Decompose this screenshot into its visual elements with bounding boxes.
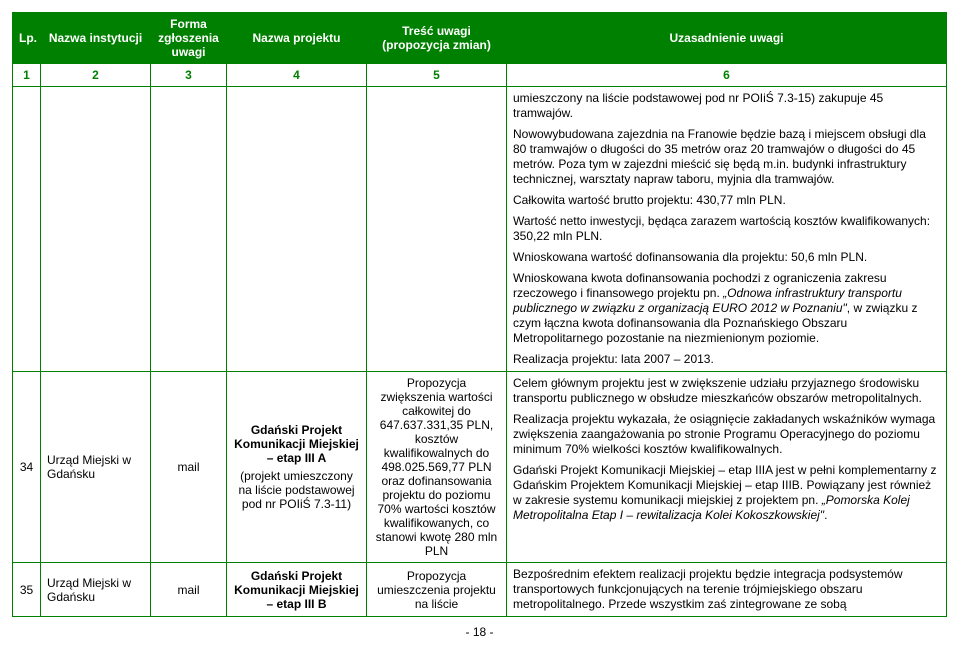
cell-uzas-34: Celem głównym projektu jest w zwiększeni… bbox=[507, 372, 947, 563]
colnum-3: 3 bbox=[151, 64, 227, 87]
uzas-text: Realizacja projektu wykazała, że osiągni… bbox=[513, 412, 940, 457]
comments-table: Lp. Nazwa instytucji Forma zgłoszenia uw… bbox=[12, 12, 947, 617]
uzas-text: Realizacja projektu: lata 2007 – 2013. bbox=[513, 352, 940, 367]
header-tresc: Treść uwagi (propozycja zmian) bbox=[367, 13, 507, 64]
colnum-6: 6 bbox=[507, 64, 947, 87]
colnum-5: 5 bbox=[367, 64, 507, 87]
table-header-row: Lp. Nazwa instytucji Forma zgłoszenia uw… bbox=[13, 13, 947, 64]
cell-forma-34: mail bbox=[151, 372, 227, 563]
cell-forma-35: mail bbox=[151, 563, 227, 617]
header-lp: Lp. bbox=[13, 13, 41, 64]
uzas-text: Całkowita wartość brutto projektu: 430,7… bbox=[513, 193, 940, 208]
cell-tresc-35: Propozycja umieszczenia projektu na liśc… bbox=[367, 563, 507, 617]
cell-lp-35: 35 bbox=[13, 563, 41, 617]
uzas-text: umieszczony na liście podstawowej pod nr… bbox=[513, 91, 940, 121]
cell-tresc-34: Propozycja zwiększenia wartości całkowit… bbox=[367, 372, 507, 563]
cell-forma-empty bbox=[151, 87, 227, 372]
header-forma: Forma zgłoszenia uwagi bbox=[151, 13, 227, 64]
projekt-title: Gdański Projekt Komunikacji Miejskiej – … bbox=[233, 423, 360, 465]
uzas-text: Wnioskowana kwota dofinansowania pochodz… bbox=[513, 271, 940, 346]
table-row-continuation: umieszczony na liście podstawowej pod nr… bbox=[13, 87, 947, 372]
cell-tresc-empty bbox=[367, 87, 507, 372]
cell-projekt-empty bbox=[227, 87, 367, 372]
header-uzasadnienie: Uzasadnienie uwagi bbox=[507, 13, 947, 64]
cell-lp-empty bbox=[13, 87, 41, 372]
uzas-text: Bezpośrednim efektem realizacji projektu… bbox=[513, 567, 940, 612]
cell-lp-34: 34 bbox=[13, 372, 41, 563]
cell-inst-34: Urząd Miejski w Gdańsku bbox=[41, 372, 151, 563]
uzas-text: Celem głównym projektu jest w zwiększeni… bbox=[513, 376, 940, 406]
colnum-4: 4 bbox=[227, 64, 367, 87]
cell-uzas-continuation: umieszczony na liście podstawowej pod nr… bbox=[507, 87, 947, 372]
header-instytucja: Nazwa instytucji bbox=[41, 13, 151, 64]
table-row-34: 34 Urząd Miejski w Gdańsku mail Gdański … bbox=[13, 372, 947, 563]
uzas-text: Nowowybudowana zajezdnia na Franowie będ… bbox=[513, 127, 940, 187]
cell-uzas-35: Bezpośrednim efektem realizacji projektu… bbox=[507, 563, 947, 617]
uzas-text: Gdański Projekt Komunikacji Miejskiej – … bbox=[513, 463, 940, 523]
cell-projekt-35: Gdański Projekt Komunikacji Miejskiej – … bbox=[227, 563, 367, 617]
page-number: - 18 - bbox=[12, 625, 947, 639]
table-number-row: 1 2 3 4 5 6 bbox=[13, 64, 947, 87]
colnum-2: 2 bbox=[41, 64, 151, 87]
cell-projekt-34: Gdański Projekt Komunikacji Miejskiej – … bbox=[227, 372, 367, 563]
projekt-note: (projekt umieszczony na liście podstawow… bbox=[233, 469, 360, 511]
cell-inst-35: Urząd Miejski w Gdańsku bbox=[41, 563, 151, 617]
cell-inst-empty bbox=[41, 87, 151, 372]
uzas-text: Wartość netto inwestycji, będąca zarazem… bbox=[513, 214, 940, 244]
colnum-1: 1 bbox=[13, 64, 41, 87]
uzas-text: Wnioskowana wartość dofinansowania dla p… bbox=[513, 250, 940, 265]
header-projekt: Nazwa projektu bbox=[227, 13, 367, 64]
table-row-35: 35 Urząd Miejski w Gdańsku mail Gdański … bbox=[13, 563, 947, 617]
